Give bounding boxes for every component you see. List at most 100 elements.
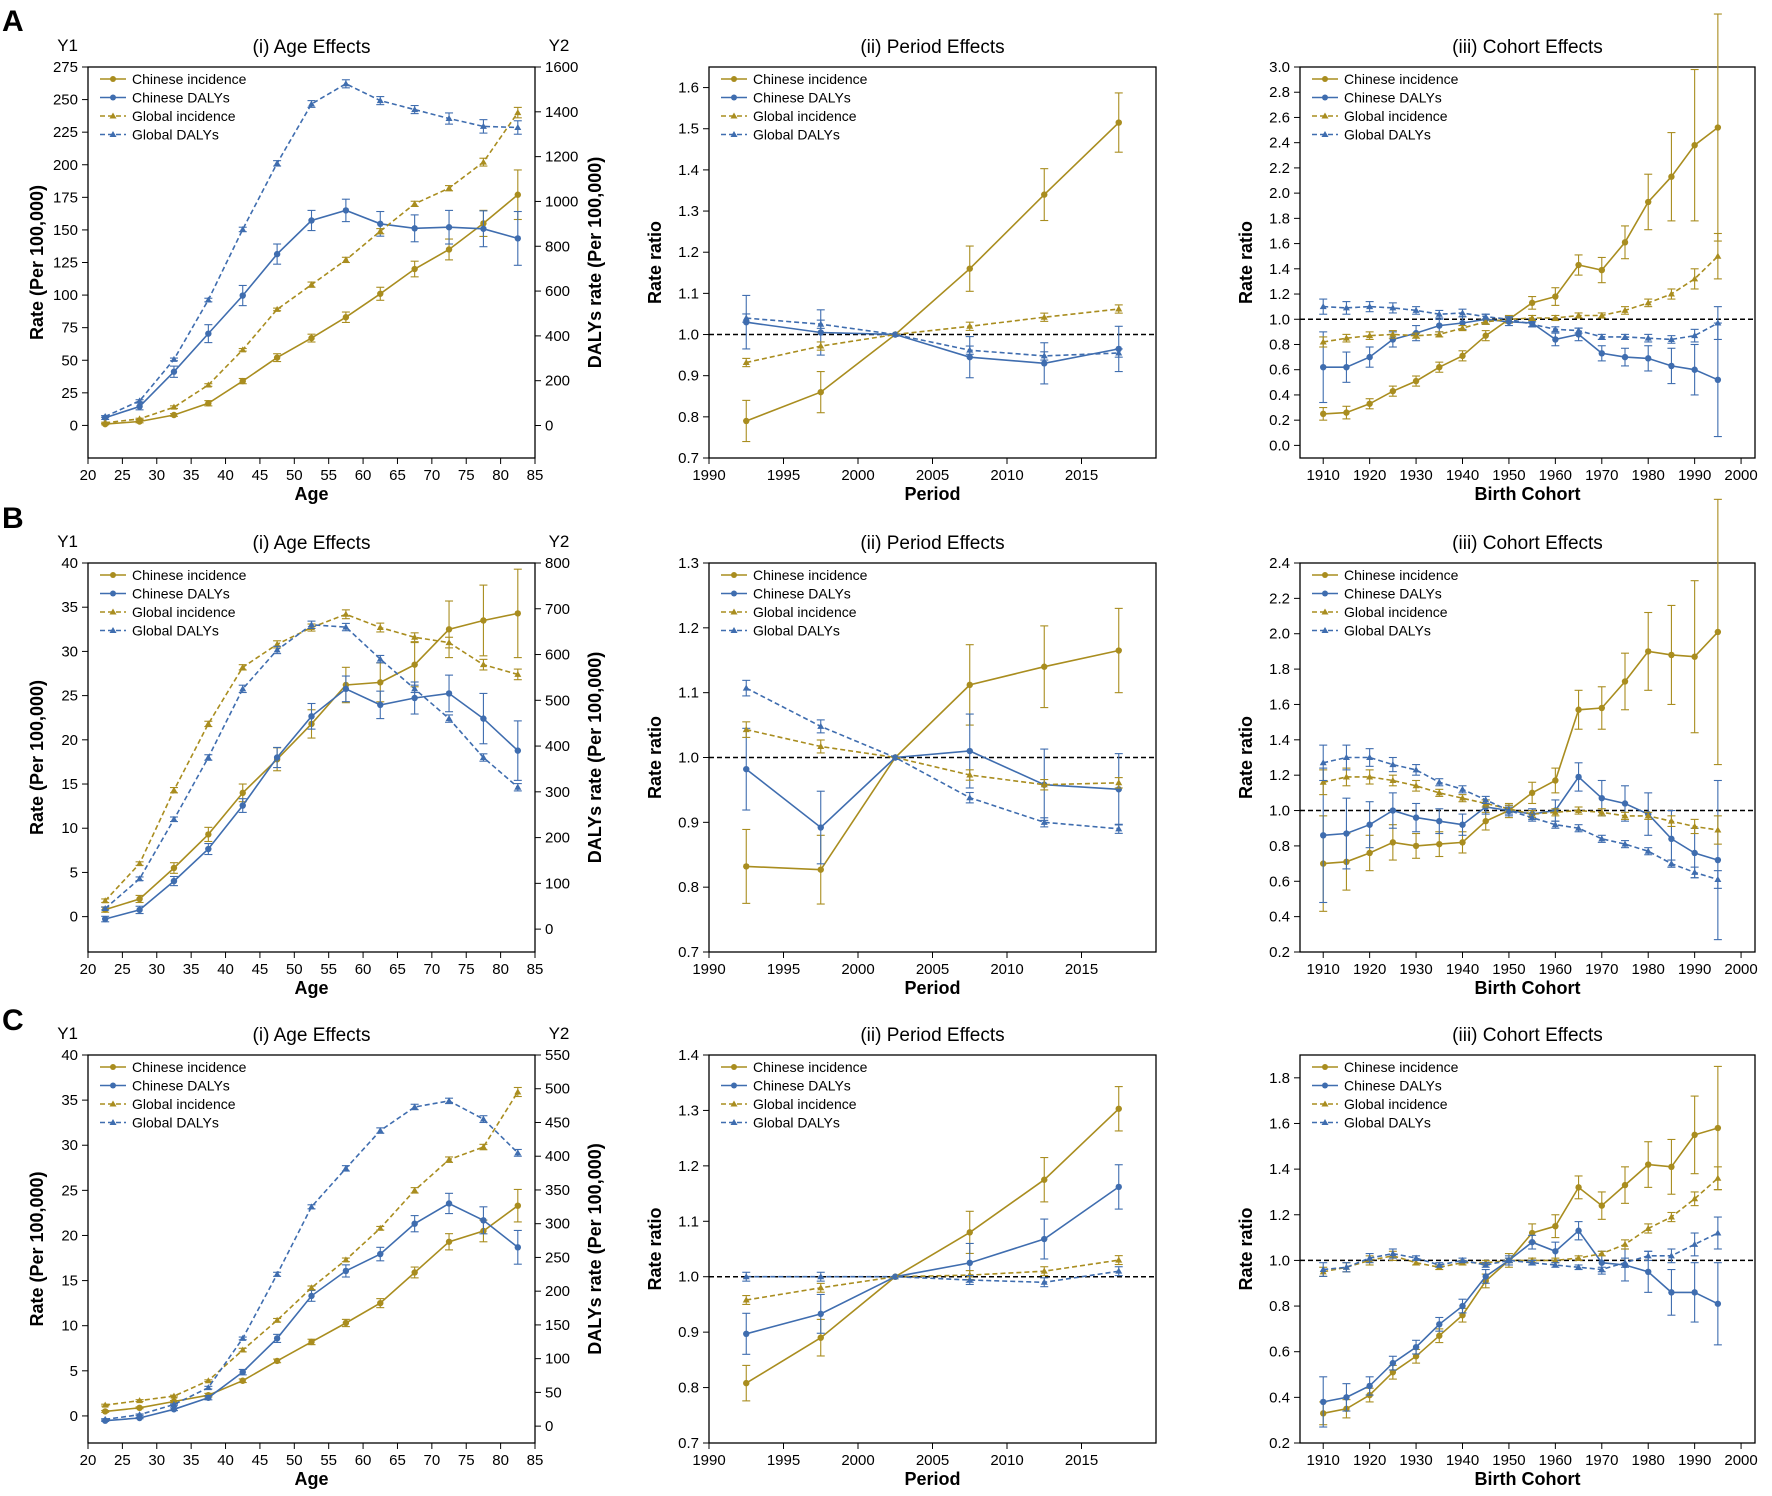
data-point — [1366, 303, 1374, 310]
series-chinese-incidence — [742, 1086, 1123, 1402]
series-line — [105, 1205, 519, 1413]
y-tick-label: 150 — [53, 222, 78, 239]
legend-label: Chinese incidence — [753, 567, 868, 583]
legend-marker — [731, 1064, 737, 1070]
y-tick-label: 1.2 — [1269, 767, 1290, 784]
data-point — [101, 1415, 109, 1422]
y2-tick-label: 150 — [545, 1317, 570, 1334]
data-point — [1528, 1238, 1536, 1246]
data-point — [1691, 1240, 1699, 1247]
y2-axis: 0 50 100 150 200 250 300 350 400 450 500 550 — [535, 1047, 570, 1435]
legend-item: Chinese incidence — [1312, 567, 1459, 583]
series-line — [104, 209, 519, 419]
legend-item: Chinese incidence — [100, 567, 247, 583]
data-point — [1621, 800, 1629, 807]
x-tick-label: 2000 — [841, 961, 874, 978]
series-line — [105, 112, 519, 424]
y-tick-label: 1.8 — [1269, 210, 1290, 227]
data-point — [1691, 366, 1698, 373]
data-point — [966, 794, 974, 801]
data-point — [376, 1127, 384, 1134]
data-point — [1482, 1273, 1489, 1280]
y2-tick-label: 600 — [545, 647, 570, 664]
x-axis-label: Age — [294, 484, 328, 504]
series-line — [104, 623, 519, 910]
x-tick-label: 80 — [492, 1452, 509, 1469]
y-tick-label: 2.0 — [1269, 626, 1290, 643]
data-point — [1436, 817, 1443, 825]
data-point — [308, 334, 315, 342]
data-point — [1598, 266, 1605, 274]
data-point — [1621, 678, 1629, 685]
x-axis-label: Birth Cohort — [1475, 978, 1581, 998]
legend-label: Global DALYs — [132, 1115, 219, 1131]
series-line — [104, 612, 518, 911]
legend-item: Chinese DALYs — [100, 1078, 230, 1094]
y1-tag: Y1 — [57, 532, 78, 551]
data-point — [1598, 1202, 1605, 1209]
data-point — [308, 1203, 315, 1210]
legend-item: Global DALYs — [100, 623, 219, 639]
data-point — [1598, 794, 1605, 802]
data-point — [1621, 1181, 1629, 1189]
data-point — [273, 640, 281, 647]
data-point — [1644, 1224, 1652, 1231]
data-point — [1621, 1259, 1629, 1266]
data-point — [1668, 1289, 1675, 1296]
data-point — [1412, 1343, 1420, 1351]
legend-marker — [1322, 1082, 1328, 1089]
data-point — [742, 1296, 750, 1303]
y-tick-label: 1.0 — [1269, 803, 1290, 820]
data-point — [1459, 785, 1466, 792]
panel-a-3: (iii) Cohort Effects 1910 1920 1930 1940 1950… — [1236, 13, 1758, 504]
data-point — [1459, 324, 1466, 331]
y-tick-label: 1.8 — [1269, 661, 1290, 678]
data-point — [1505, 1256, 1513, 1263]
legend-item: Chinese incidence — [721, 1059, 868, 1075]
data-point — [966, 346, 974, 353]
data-point — [1691, 142, 1698, 149]
legend-marker — [109, 131, 117, 137]
x-tick-label: 80 — [492, 961, 509, 978]
data-point — [204, 1384, 212, 1391]
legend-item: Global incidence — [1312, 604, 1448, 620]
data-point — [479, 122, 487, 129]
y2-tick-label: 1400 — [545, 104, 578, 121]
legend-label: Global incidence — [753, 604, 857, 620]
legend-marker — [731, 1082, 737, 1089]
x-tick-label: 2015 — [1065, 1452, 1098, 1469]
x-tick-label: 85 — [527, 1452, 544, 1469]
data-point — [1389, 330, 1397, 337]
data-point — [891, 1273, 899, 1280]
y-tick-label: 1.0 — [1269, 311, 1290, 328]
y-axis: 0.2 0.4 0.6 0.8 1.0 1.2 1.4 1.6 1.8 2.0 2.2 2.4 — [1269, 555, 1300, 961]
y-tick-label: 1.8 — [1269, 1070, 1290, 1087]
data-point — [1115, 1105, 1122, 1112]
legend-marker — [109, 112, 117, 119]
data-point — [1552, 293, 1559, 300]
x-tick-label: 85 — [527, 961, 544, 978]
legend-label: Global DALYs — [132, 127, 219, 143]
series-line — [1323, 775, 1719, 861]
x-tick-label: 30 — [148, 1452, 165, 1469]
y-tick-label: 175 — [53, 189, 78, 206]
data-point — [966, 322, 974, 329]
data-point — [1714, 1174, 1722, 1181]
legend-marker — [1321, 1100, 1329, 1107]
y2-tick-label: 300 — [545, 1216, 570, 1233]
series-line — [745, 750, 1119, 829]
data-point — [377, 220, 384, 228]
y-tick-label: 0.4 — [1269, 909, 1290, 926]
data-point — [136, 895, 143, 903]
data-point — [1714, 628, 1722, 636]
data-point — [308, 281, 315, 288]
data-point — [445, 1156, 453, 1163]
y-tick-label: 1.1 — [678, 685, 699, 702]
y-tick-label: 1.2 — [678, 1158, 699, 1175]
legend-item: Chinese DALYs — [1312, 1078, 1442, 1094]
data-point — [817, 824, 824, 831]
x-tick-label: 2000 — [1724, 1452, 1757, 1469]
data-point — [204, 381, 212, 388]
y2-tick-label: 700 — [545, 601, 570, 618]
data-point — [1435, 310, 1443, 317]
